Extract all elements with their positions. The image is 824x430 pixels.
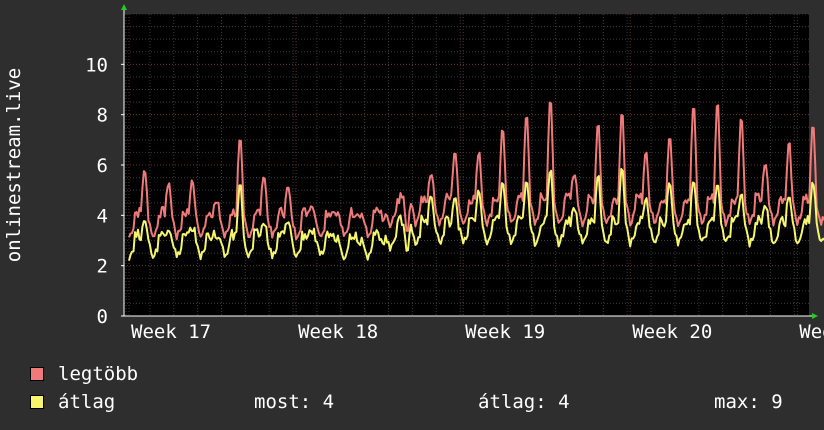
y-axis-label: onlinestream.live — [3, 68, 25, 262]
legend-item-avg: átlag — [30, 391, 115, 413]
stat-average: átlag: 4 — [478, 391, 570, 413]
series-layer — [128, 101, 824, 261]
series-line-avg — [128, 168, 824, 261]
x-tick-labels: Week 17 Week 18 Week 19 Week 20 Week 1 — [131, 321, 824, 343]
x-tick-label: Week 1 — [799, 321, 824, 343]
legend-item-max: legtöbb — [30, 363, 138, 385]
legend-label-avg: átlag — [58, 391, 116, 413]
y-tick-label: 0 — [97, 306, 108, 328]
axes — [121, 4, 818, 319]
y-tick-label: 6 — [97, 155, 108, 177]
y-axis-arrow — [121, 4, 127, 10]
y-tick-label: 10 — [85, 54, 108, 76]
x-tick-label: Week 19 — [465, 321, 545, 343]
stat-max: max: 9 — [714, 391, 783, 413]
series-line-max — [128, 101, 824, 241]
x-tick-label: Week 18 — [298, 321, 378, 343]
y-tick-label: 4 — [97, 205, 108, 227]
y-tick-labels: 0 2 4 6 8 10 — [85, 54, 108, 328]
stat-current: most: 4 — [254, 391, 335, 413]
legend-swatch-max — [30, 367, 44, 381]
y-tick-label: 2 — [97, 256, 108, 278]
x-tick-label: Week 20 — [632, 321, 712, 343]
legend-label-max: legtöbb — [58, 363, 139, 385]
legend-swatch-avg — [30, 395, 44, 409]
x-tick-label: Week 17 — [131, 321, 211, 343]
x-axis-arrow — [812, 313, 818, 319]
y-tick-label: 8 — [97, 105, 108, 127]
